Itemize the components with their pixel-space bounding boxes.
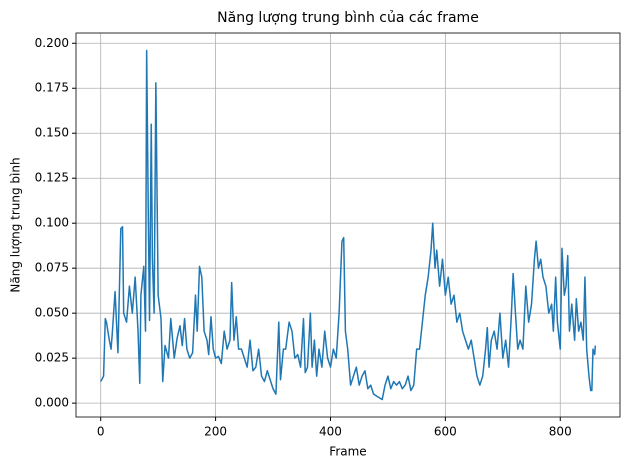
x-axis-label: Frame — [329, 445, 366, 459]
y-tick-label: 0.025 — [35, 351, 69, 365]
data-line — [100, 49, 597, 401]
x-tick-label: 400 — [319, 425, 342, 439]
x-tick-label: 0 — [97, 425, 105, 439]
y-tick-label: 0.075 — [35, 261, 69, 275]
y-tick-label: 0.125 — [35, 171, 69, 185]
x-tick-label: 200 — [204, 425, 227, 439]
plot-frame — [75, 32, 621, 418]
y-axis-label: Năng lượng trung bình — [9, 157, 23, 292]
y-tick-label: 0.100 — [35, 216, 69, 230]
x-tick-label: 800 — [549, 425, 572, 439]
y-tick-label: 0.200 — [35, 36, 69, 50]
x-tick-label: 600 — [434, 425, 457, 439]
y-tick-label: 0.000 — [35, 396, 69, 410]
y-tick-label: 0.175 — [35, 81, 69, 95]
y-tick-label: 0.150 — [35, 126, 69, 140]
chart-title: Năng lượng trung bình của các frame — [217, 10, 479, 26]
y-tick-label: 0.050 — [35, 306, 69, 320]
